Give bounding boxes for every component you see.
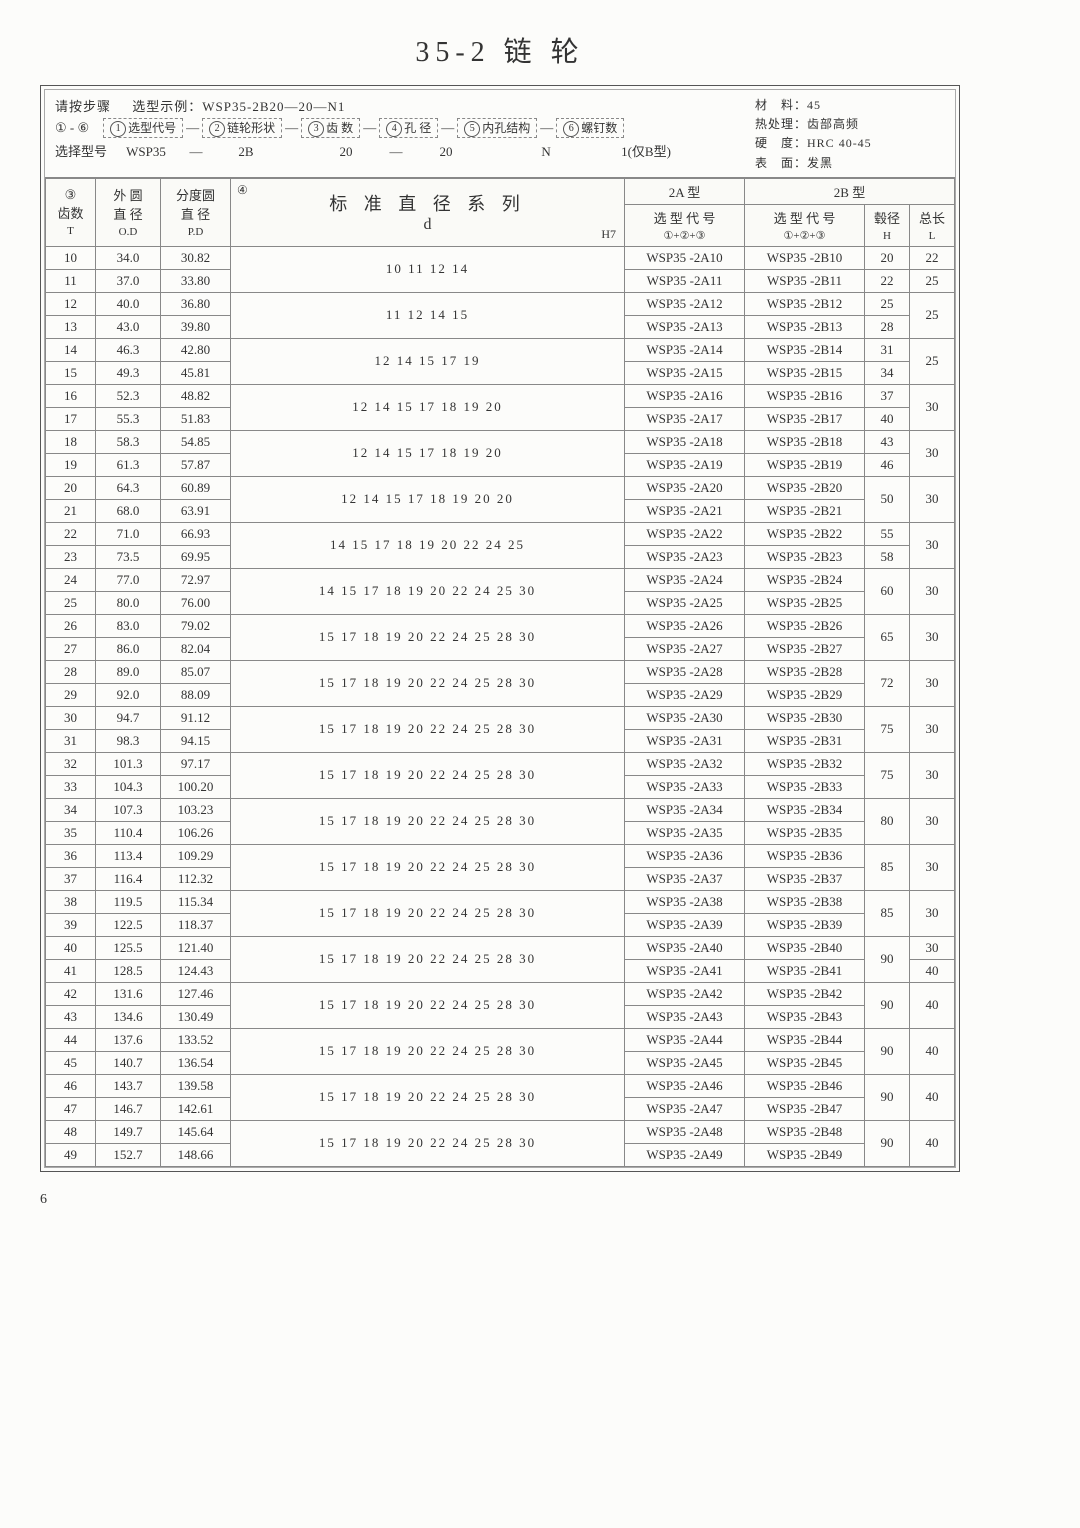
table-row: 2064.360.8912 14 15 17 18 19 20 20WSP35 … xyxy=(46,476,955,499)
table-row: 3094.791.1215 17 18 19 20 22 24 25 28 30… xyxy=(46,706,955,729)
material-block: 材 料：45 热处理：齿部高频 硬 度：HRC 40-45 表 面：发黑 xyxy=(745,96,945,173)
select-model-label: 选择型号 xyxy=(55,141,107,160)
table-row: 38119.5115.3415 17 18 19 20 22 24 25 28 … xyxy=(46,890,955,913)
table-row: 36113.4109.2915 17 18 19 20 22 24 25 28 … xyxy=(46,844,955,867)
outer-frame: 请按步骤 选型示例：WSP35-2B20—20—N1 ① - ⑥ 1选型代号—2… xyxy=(40,85,960,1172)
selection-box: 5内孔结构 xyxy=(457,118,537,138)
diameter-series-cell: 15 17 18 19 20 22 24 25 28 30 xyxy=(231,982,625,1028)
col-pd: 分度圆 直 径 P.D xyxy=(161,178,231,246)
table-row: 40125.5121.4015 17 18 19 20 22 24 25 28 … xyxy=(46,936,955,959)
table-row: 1034.030.8210 11 12 14WSP35 -2A10WSP35 -… xyxy=(46,246,955,269)
table-row: 32101.397.1715 17 18 19 20 22 24 25 28 3… xyxy=(46,752,955,775)
table-row: 1652.348.8212 14 15 17 18 19 20WSP35 -2A… xyxy=(46,384,955,407)
col-2a-code: 选 型 代 号 ①+②+③ xyxy=(625,204,745,246)
diameter-series-cell: 15 17 18 19 20 22 24 25 28 30 xyxy=(231,752,625,798)
table-row: 1446.342.8012 14 15 17 19WSP35 -2A14WSP3… xyxy=(46,338,955,361)
diameter-series-cell: 15 17 18 19 20 22 24 25 28 30 xyxy=(231,660,625,706)
selection-value: — xyxy=(371,144,421,160)
diameter-series-cell: 12 14 15 17 19 xyxy=(231,338,625,384)
diameter-series-cell: 15 17 18 19 20 22 24 25 28 30 xyxy=(231,706,625,752)
page-title: 35-2 链 轮 xyxy=(40,30,960,70)
selection-value: 1(仅B型) xyxy=(621,141,671,160)
selection-value: N xyxy=(521,144,571,160)
diameter-series-cell: 15 17 18 19 20 22 24 25 28 30 xyxy=(231,1074,625,1120)
table-row: 48149.7145.6415 17 18 19 20 22 24 25 28 … xyxy=(46,1120,955,1143)
selection-value: — xyxy=(171,144,221,160)
diameter-series-cell: 15 17 18 19 20 22 24 25 28 30 xyxy=(231,936,625,982)
col-std-diam: ④ 标 准 直 径 系 列 d H7 xyxy=(231,178,625,246)
selection-box: 2链轮形状 xyxy=(202,118,282,138)
diameter-series-cell: 12 14 15 17 18 19 20 xyxy=(231,384,625,430)
diameter-series-cell: 14 15 17 18 19 20 22 24 25 xyxy=(231,522,625,568)
selection-header: 请按步骤 选型示例：WSP35-2B20—20—N1 ① - ⑥ 1选型代号—2… xyxy=(45,90,955,178)
selection-boxes-row: ① - ⑥ 1选型代号—2链轮形状—3齿 数—4孔 径—5内孔结构—6螺钉数 xyxy=(55,119,745,137)
diameter-series-cell: 10 11 12 14 xyxy=(231,246,625,292)
sprocket-table: ③ 齿数 T 外 圆 直 径 O.D 分度圆 直 径 P.D ④ 标 准 直 径… xyxy=(45,178,955,1167)
selection-box: 4孔 径 xyxy=(379,118,438,138)
diameter-series-cell: 15 17 18 19 20 22 24 25 28 30 xyxy=(231,890,625,936)
diameter-series-cell: 12 14 15 17 18 19 20 xyxy=(231,430,625,476)
diameter-series-cell: 15 17 18 19 20 22 24 25 28 30 xyxy=(231,844,625,890)
table-row: 42131.6127.4615 17 18 19 20 22 24 25 28 … xyxy=(46,982,955,1005)
table-row: 1240.036.8011 12 14 15WSP35 -2A12WSP35 -… xyxy=(46,292,955,315)
table-row: 44137.6133.5215 17 18 19 20 22 24 25 28 … xyxy=(46,1028,955,1051)
selection-value: WSP35 xyxy=(121,144,171,160)
selection-values-row: 选择型号 WSP35—2B20—20N1(仅B型) xyxy=(55,141,745,160)
selection-box: 3齿 数 xyxy=(301,118,360,138)
table-row: 2477.072.9714 15 17 18 19 20 22 24 25 30… xyxy=(46,568,955,591)
selection-value: 20 xyxy=(421,144,471,160)
col-od: 外 圆 直 径 O.D xyxy=(96,178,161,246)
table-row: 46143.7139.5815 17 18 19 20 22 24 25 28 … xyxy=(46,1074,955,1097)
table-row: 2271.066.9314 15 17 18 19 20 22 24 25WSP… xyxy=(46,522,955,545)
diameter-series-cell: 15 17 18 19 20 22 24 25 28 30 xyxy=(231,1028,625,1074)
table-row: 2889.085.0715 17 18 19 20 22 24 25 28 30… xyxy=(46,660,955,683)
col-teeth: ③ 齿数 T xyxy=(46,178,96,246)
diameter-series-cell: 15 17 18 19 20 22 24 25 28 30 xyxy=(231,1120,625,1166)
range-label: ① - ⑥ xyxy=(55,120,89,136)
diameter-series-cell: 15 17 18 19 20 22 24 25 28 30 xyxy=(231,614,625,660)
table-row: 2683.079.0215 17 18 19 20 22 24 25 28 30… xyxy=(46,614,955,637)
selection-box: 1选型代号 xyxy=(103,118,183,138)
table-row: 1858.354.8512 14 15 17 18 19 20WSP35 -2A… xyxy=(46,430,955,453)
inner-frame: 请按步骤 选型示例：WSP35-2B20—20—N1 ① - ⑥ 1选型代号—2… xyxy=(44,89,956,1168)
col-len: 总长 L xyxy=(910,204,955,246)
step-label: 请按步骤 xyxy=(55,99,111,114)
col-2b-type: 2B 型 xyxy=(745,178,955,204)
diameter-series-cell: 11 12 14 15 xyxy=(231,292,625,338)
selection-value: 20 xyxy=(321,144,371,160)
col-hub: 毂径 H xyxy=(865,204,910,246)
col-2a-type: 2A 型 xyxy=(625,178,745,204)
table-row: 34107.3103.2315 17 18 19 20 22 24 25 28 … xyxy=(46,798,955,821)
page-number: 6 xyxy=(40,1192,960,1208)
selection-box: 6螺钉数 xyxy=(556,118,624,138)
diameter-series-cell: 12 14 15 17 18 19 20 20 xyxy=(231,476,625,522)
diameter-series-cell: 15 17 18 19 20 22 24 25 28 30 xyxy=(231,798,625,844)
example-label: 选型示例：WSP35-2B20—20—N1 xyxy=(132,99,345,114)
selection-value: 2B xyxy=(221,144,271,160)
col-2b-code: 选 型 代 号 ①+②+③ xyxy=(745,204,865,246)
diameter-series-cell: 14 15 17 18 19 20 22 24 25 30 xyxy=(231,568,625,614)
